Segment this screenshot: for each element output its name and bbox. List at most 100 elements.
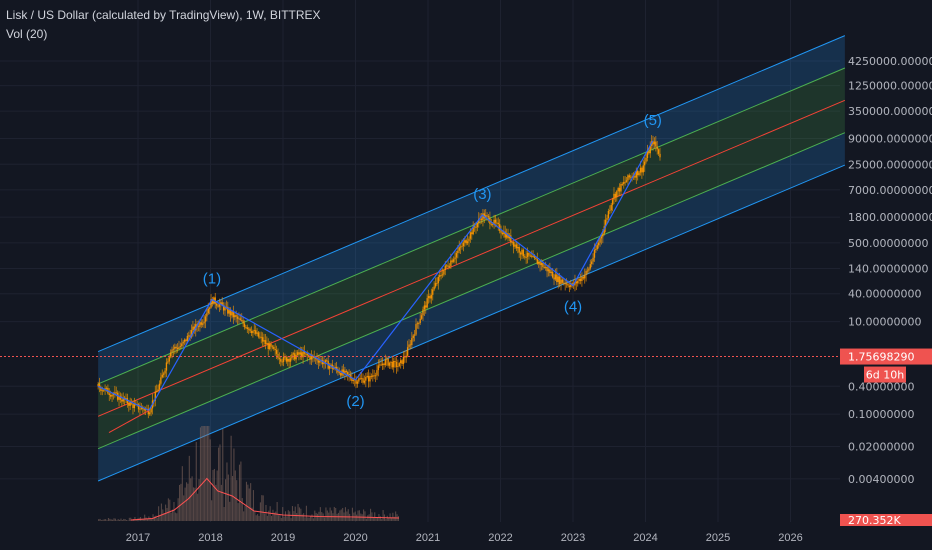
candle-body	[181, 343, 183, 347]
volume-bar	[222, 428, 224, 521]
candle-body	[143, 408, 145, 411]
volume-bar	[280, 517, 282, 521]
volume-bar	[315, 512, 317, 521]
wave-zero-red-line	[108, 410, 150, 434]
candle-body	[261, 337, 264, 342]
candle-body	[108, 393, 110, 396]
volume-bar	[386, 515, 388, 521]
candle-body	[234, 315, 236, 318]
candle-body	[638, 172, 640, 176]
candle-body	[570, 284, 572, 288]
candle-body	[189, 335, 191, 338]
candle-body	[249, 328, 251, 332]
candle-body	[543, 267, 545, 268]
candle-body	[256, 332, 258, 334]
candle-body	[337, 369, 339, 373]
volume-bar	[124, 519, 126, 521]
candle-body	[133, 404, 136, 409]
candle-body	[358, 378, 360, 382]
volume-bar	[381, 519, 383, 521]
volume-bar	[319, 507, 321, 521]
volume-bar	[174, 512, 176, 521]
volume-bar	[322, 513, 324, 521]
candle-body	[648, 151, 650, 154]
candle-body	[316, 358, 318, 361]
candle-body	[579, 278, 582, 281]
volume-bar	[261, 495, 263, 521]
candle-body	[517, 246, 519, 249]
candle-body	[150, 408, 152, 413]
candle-body	[379, 364, 381, 366]
candle-body	[464, 240, 466, 243]
volume-bar	[356, 514, 358, 521]
volume-bar	[153, 516, 155, 521]
candle-body	[475, 227, 477, 228]
volume-bar	[294, 506, 296, 521]
volume-bar	[172, 509, 174, 521]
volume-bar	[120, 518, 122, 521]
candle-body	[630, 176, 632, 178]
candle-body	[531, 255, 533, 257]
candle-body	[264, 340, 267, 344]
candle-body	[505, 233, 508, 238]
candle-body	[351, 378, 353, 382]
candle-body	[518, 246, 520, 253]
candle-body	[186, 335, 189, 342]
candle-body	[248, 328, 250, 330]
candle-body	[462, 242, 465, 247]
y-tick-label: 0.10000000	[848, 408, 914, 421]
candle-body	[245, 327, 247, 328]
candle-body	[558, 276, 561, 285]
candle-body	[211, 299, 214, 304]
candle-body	[561, 279, 564, 283]
candle-body	[140, 407, 143, 409]
volume-bar	[185, 482, 188, 521]
volume-bar	[204, 426, 206, 521]
candle-body	[402, 356, 405, 364]
candle-body	[362, 378, 364, 383]
candle-body	[119, 395, 122, 400]
volume-bar	[197, 493, 199, 521]
candle-body	[563, 282, 565, 284]
candle-body	[203, 321, 205, 324]
volume-bar	[245, 481, 248, 521]
candle-body	[287, 358, 289, 362]
candle-body	[333, 368, 335, 369]
candle-body	[238, 318, 240, 320]
candle-body	[590, 261, 593, 265]
candle-body	[274, 349, 276, 351]
candle-body	[295, 354, 297, 360]
candle-body	[565, 283, 568, 285]
candle-body	[645, 157, 647, 162]
candle-body	[406, 347, 409, 356]
volume-bar	[205, 426, 207, 521]
volume-bar	[390, 517, 393, 521]
candle-body	[461, 246, 463, 247]
candle-body	[157, 389, 159, 391]
candle-body	[115, 392, 117, 394]
volume-bar	[191, 476, 193, 521]
candle-body	[289, 358, 292, 362]
candle-body	[222, 305, 225, 311]
candle-body	[457, 250, 459, 254]
volume-bar	[247, 484, 249, 521]
volume-bar	[208, 426, 210, 521]
x-tick-label: 2026	[778, 532, 802, 544]
candle-body	[441, 274, 444, 276]
candle-body	[172, 348, 175, 350]
volume-bar	[250, 483, 252, 521]
x-tick-label: 2018	[198, 532, 222, 544]
volume-bar	[187, 483, 189, 521]
channel-band-lower-outer	[98, 132, 845, 482]
candle-body	[473, 226, 476, 228]
volume-bar	[116, 520, 118, 521]
volume-bar	[166, 507, 168, 521]
candle-body	[418, 323, 420, 324]
candle-body	[613, 193, 615, 200]
volume-bar	[272, 509, 274, 521]
candle-body	[147, 408, 150, 415]
candle-body	[588, 268, 590, 271]
countdown-tag	[864, 366, 906, 383]
candle-body	[111, 394, 113, 397]
